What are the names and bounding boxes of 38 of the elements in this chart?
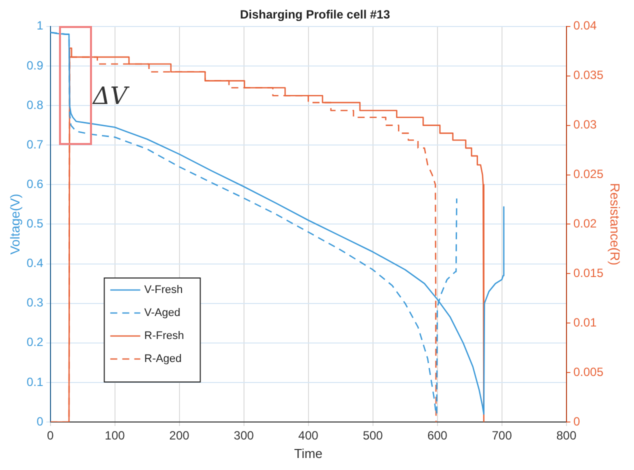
x-tick-label: 300 xyxy=(234,428,254,443)
y-tick-label: 0.3 xyxy=(26,296,44,310)
y2-tick-label: 0.01 xyxy=(573,315,598,330)
x-axis-title: Time xyxy=(294,446,323,461)
x-tick-label: 100 xyxy=(104,428,126,443)
y-tick-label: 0 xyxy=(36,414,44,428)
y-tick-label: 0.7 xyxy=(26,137,44,152)
y-tick-label: 0.2 xyxy=(26,335,44,350)
x-tick-label: 800 xyxy=(556,428,577,443)
y2-tick-label: 0.03 xyxy=(573,118,598,132)
x-tick-label: 500 xyxy=(362,428,384,443)
y-tick-label: 0.4 xyxy=(26,256,44,270)
x-tick-label: 0 xyxy=(46,428,54,443)
x-tick-label: 600 xyxy=(427,428,448,443)
y2-tick-label: 0 xyxy=(573,414,580,428)
y-axis-title: Voltage(V) xyxy=(7,194,22,255)
y-tick-label: 0.6 xyxy=(26,176,44,191)
x-tick-label: 400 xyxy=(298,428,319,443)
y2-tick-label: 0.035 xyxy=(573,68,604,82)
y2-tick-label: 0.025 xyxy=(573,167,604,182)
y2-tick-label: 0.015 xyxy=(573,266,604,280)
legend-label: R-Aged xyxy=(144,353,182,366)
y2-tick-label: 0.02 xyxy=(573,216,598,231)
chart-title: Disharging Profile cell #13 xyxy=(240,8,390,22)
y2-axis-title: Resistance(R) xyxy=(608,183,623,266)
y-tick-label: 0.5 xyxy=(26,216,44,231)
annotation: ΔV xyxy=(92,82,128,110)
x-tick-label: 200 xyxy=(169,428,190,443)
x-tick-label: 700 xyxy=(492,428,512,443)
y2-tick-label: 0.005 xyxy=(573,364,604,379)
y-tick-label: 1 xyxy=(36,18,44,33)
legend-label: R-Fresh xyxy=(144,330,184,342)
y-tick-label: 0.9 xyxy=(26,58,44,72)
legend-label: V-Aged xyxy=(144,307,180,320)
y-tick-label: 0.8 xyxy=(26,98,44,112)
y-tick-label: 0.1 xyxy=(26,374,44,389)
legend-label: V-Fresh xyxy=(144,284,183,296)
y2-tick-label: 0.04 xyxy=(573,18,598,33)
